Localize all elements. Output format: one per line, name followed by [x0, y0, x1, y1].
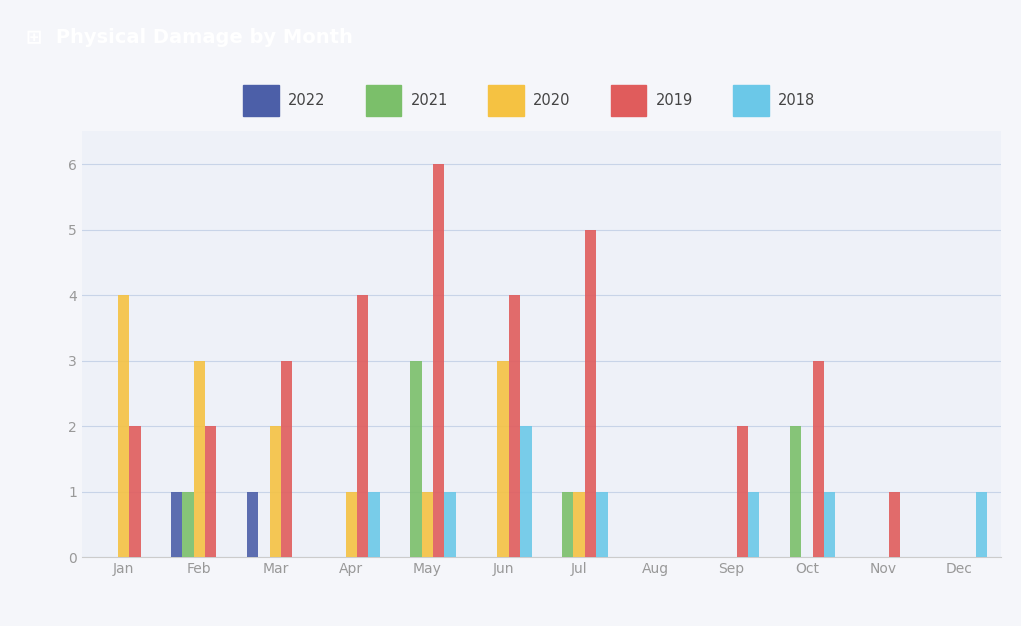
Bar — [171, 491, 183, 557]
Bar — [433, 164, 444, 557]
Bar — [366, 85, 401, 116]
Bar — [205, 426, 216, 557]
Bar — [574, 491, 585, 557]
Bar — [737, 426, 748, 557]
Bar — [748, 491, 760, 557]
Bar — [562, 491, 574, 557]
Bar — [369, 491, 380, 557]
Bar — [611, 85, 646, 116]
Bar — [488, 85, 524, 116]
Bar — [521, 426, 532, 557]
Bar — [585, 230, 596, 557]
Bar — [357, 295, 369, 557]
Text: ⊞  Physical Damage by Month: ⊞ Physical Damage by Month — [26, 28, 352, 48]
Bar — [444, 491, 455, 557]
Text: 2021: 2021 — [410, 93, 448, 108]
Bar — [345, 491, 357, 557]
Bar — [270, 426, 281, 557]
Bar — [243, 85, 279, 116]
Bar — [281, 361, 292, 557]
Text: 2022: 2022 — [288, 93, 326, 108]
Bar — [888, 491, 900, 557]
Bar — [508, 295, 521, 557]
Bar — [422, 491, 433, 557]
Text: 2019: 2019 — [655, 93, 692, 108]
Bar — [194, 361, 205, 557]
Bar — [976, 491, 987, 557]
Bar — [596, 491, 607, 557]
Bar — [497, 361, 508, 557]
Bar — [813, 361, 824, 557]
Bar — [410, 361, 422, 557]
Bar — [247, 491, 258, 557]
Bar — [129, 426, 141, 557]
Text: 2018: 2018 — [778, 93, 815, 108]
Text: 2020: 2020 — [533, 93, 571, 108]
Bar — [733, 85, 769, 116]
Bar — [824, 491, 835, 557]
Bar — [790, 426, 801, 557]
Bar — [183, 491, 194, 557]
Bar — [117, 295, 129, 557]
